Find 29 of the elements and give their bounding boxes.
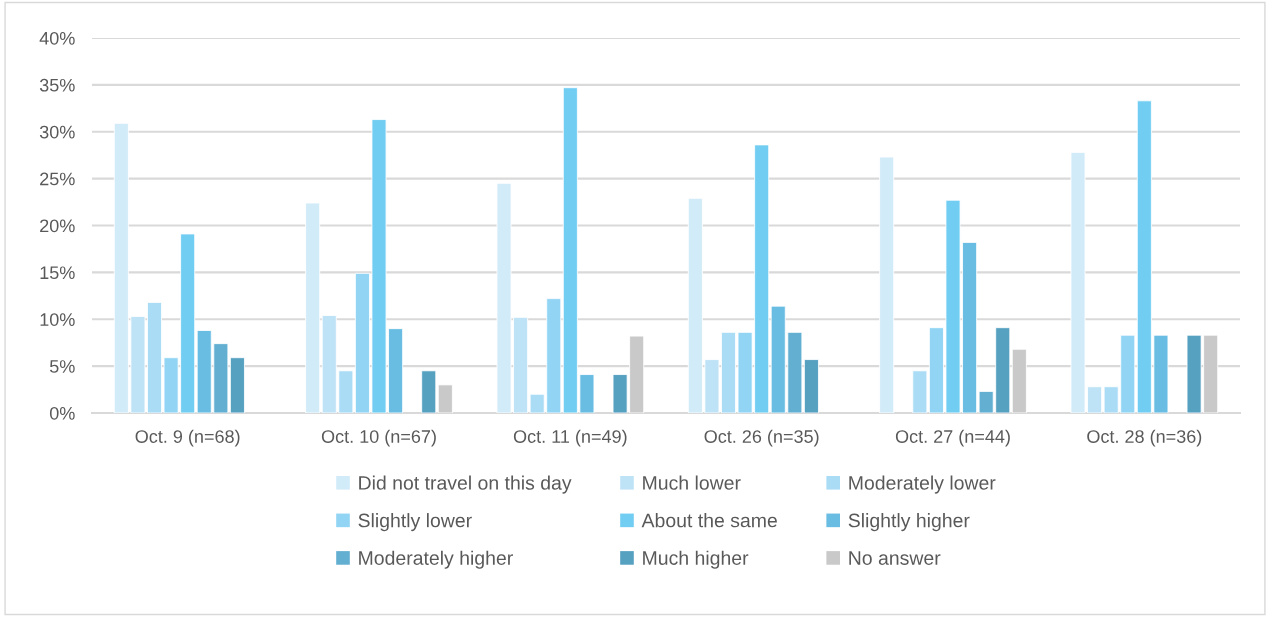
x-tick-label: Oct. 10 (n=67) [321, 429, 436, 447]
x-tick-label: Oct. 9 (n=68) [135, 429, 240, 447]
y-tick-label: 15% [40, 266, 75, 280]
bar [879, 156, 895, 413]
x-tick-label: Oct. 27 (n=44) [895, 429, 1010, 447]
x-tick-label: Oct. 11 (n=49) [513, 429, 627, 447]
x-tick-label: Oct. 26 (n=35) [704, 429, 819, 447]
legend-label: Much lower [643, 475, 741, 490]
bar [437, 384, 453, 413]
y-tick-label: 30% [39, 125, 75, 139]
x-tick-label: Oct. 28 (n=36) [1087, 429, 1202, 447]
y-tick-label: 40% [39, 31, 75, 45]
legend-label: Slightly higher [848, 513, 970, 532]
bar [421, 370, 437, 413]
y-tick-label: 20% [40, 219, 75, 233]
legend-label: Much higher [643, 550, 749, 569]
legend-label: About the same [641, 513, 777, 528]
bar [1011, 348, 1027, 413]
y-tick-label: 35% [39, 78, 75, 92]
bar [305, 202, 321, 413]
y-tick-label: 25% [40, 172, 75, 186]
legend-label: Moderately lower [849, 475, 996, 494]
legend-label: Slightly lower [358, 513, 472, 532]
y-tick-label: 0% [49, 406, 75, 420]
y-tick-label: 10% [40, 313, 75, 326]
y-tick-label: 5% [49, 360, 75, 373]
legend-label: Moderately higher [359, 550, 513, 569]
legend-label: No answer [849, 551, 941, 565]
legend-label: Did not travel on this day [359, 475, 572, 494]
